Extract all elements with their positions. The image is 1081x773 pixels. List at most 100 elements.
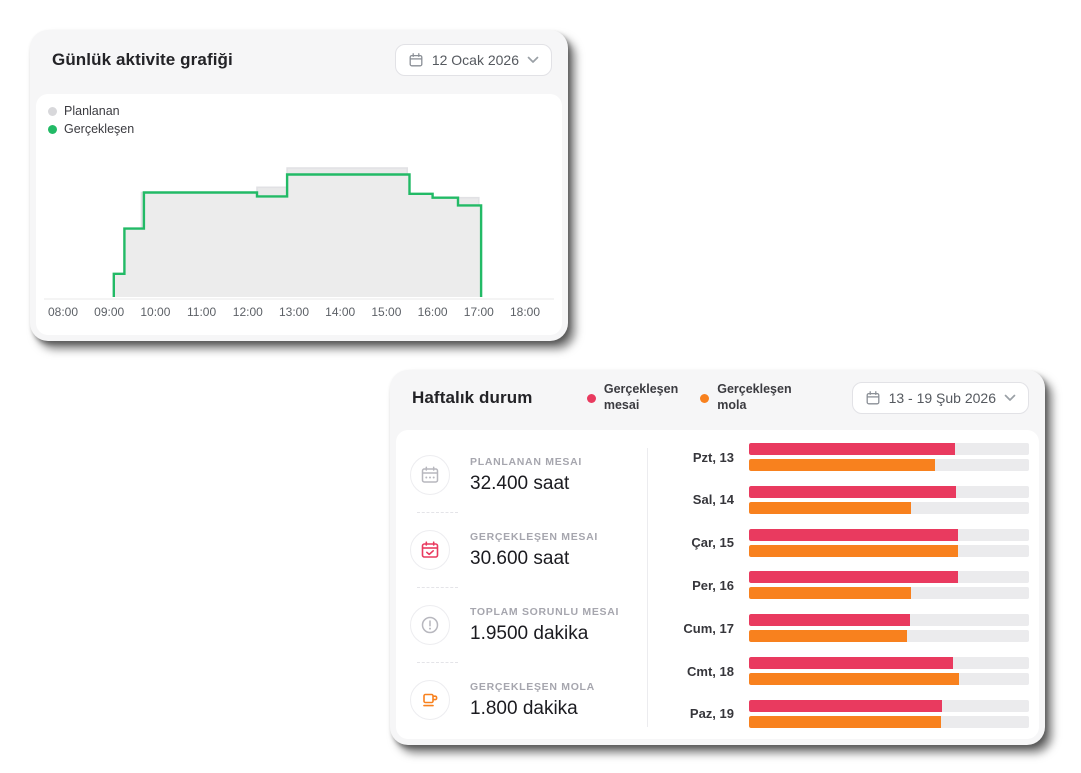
- stat-value: 1.800 dakika: [470, 697, 578, 719]
- calendar-icon: [866, 391, 880, 405]
- weekly-date-value: 13 - 19 Şub 2026: [888, 390, 996, 406]
- stat-value: 32.400 saat: [470, 472, 570, 494]
- bar-fill-Gerçekleşen mesai: [749, 657, 954, 670]
- calendar-check-icon: [421, 541, 439, 558]
- bar-fill-Gerçekleşen mola: [749, 673, 959, 686]
- x-axis-tick-label: 15:00: [371, 305, 401, 319]
- bar-pair: [749, 443, 1029, 471]
- bar-row: Per, 16: [654, 571, 1029, 600]
- x-axis-tick-label: 10:00: [140, 305, 170, 319]
- daily-activity-card: Günlük aktivite grafiği 12 Ocak 2026 Pla…: [30, 30, 568, 341]
- day-label: Per, 16: [692, 577, 734, 593]
- stat-divider: [417, 512, 458, 513]
- planned-legend-dot: [48, 106, 57, 116]
- stat-texts: GERÇEKLEŞEN MESAI 30.600 saat: [470, 531, 598, 570]
- series-line-Gerçekleşen: [112, 173, 483, 297]
- bar-row: Paz, 19: [654, 699, 1029, 728]
- bar-row: Sal, 14: [654, 485, 1029, 514]
- chevron-down-icon: [527, 56, 539, 63]
- calendar-icon: [409, 53, 423, 67]
- vertical-divider: [647, 448, 648, 727]
- chevron-down-icon: [1004, 394, 1016, 401]
- day-label: Çar, 15: [691, 535, 734, 551]
- weekly-date-picker[interactable]: 13 - 19 Şub 2026: [851, 382, 1029, 414]
- x-axis-tick-label: 08:00: [48, 305, 78, 319]
- bar-fill-Gerçekleşen mesai: [749, 699, 943, 712]
- bar-fill-Gerçekleşen mola: [749, 587, 912, 600]
- bar-pair: [749, 528, 1029, 557]
- bar-track-Gerçekleşen mesai: [749, 614, 1029, 627]
- x-axis-tick-label: 13:00: [279, 305, 309, 319]
- bar-row: Cum, 17: [654, 614, 1029, 643]
- daily-chart-panel: Planlanan Gerçekleşen 08:00 09:00 10:00 11:…: [36, 94, 562, 335]
- mesai-legend-dot: [586, 393, 596, 403]
- daily-card-title: Günlük aktivite grafiği: [52, 50, 233, 69]
- stat-item: GERÇEKLEŞEN MESAI 30.600 saat: [410, 519, 647, 581]
- x-axis-tick-label: 11:00: [187, 305, 216, 319]
- stat-texts: PLANLANAN MESAI 32.400 saat: [470, 456, 582, 495]
- legend-item-planned: Planlanan: [48, 104, 134, 118]
- legend-item-actual: Gerçekleşen: [48, 122, 134, 136]
- daily-chart-legend: Planlanan Gerçekleşen: [48, 104, 134, 140]
- stat-value: 1.9500 dakika: [470, 622, 589, 644]
- actual-legend-label: Gerçekleşen: [64, 122, 135, 136]
- stat-divider: [417, 662, 458, 663]
- bar-track-Gerçekleşen mesai: [749, 485, 1029, 498]
- stat-divider: [417, 587, 458, 588]
- weekly-card-header: Haftalık durum Gerçekleşen mesai Gerçekl…: [390, 370, 1045, 426]
- weekly-card-title: Haftalık durum: [412, 388, 533, 407]
- bar-track-Gerçekleşen mola: [749, 673, 1029, 686]
- bar-row: Cmt, 18: [654, 657, 1029, 686]
- bar-track-Gerçekleşen mola: [749, 501, 1029, 514]
- weekly-content-panel: PLANLANAN MESAI 32.400 saat GERÇEKLEŞEN …: [396, 430, 1039, 739]
- bar-fill-Gerçekleşen mola: [749, 544, 958, 557]
- bar-pair: [749, 699, 1029, 728]
- bar-fill-Gerçekleşen mesai: [749, 443, 955, 455]
- stat-texts: TOPLAM SORUNLU MESAI 1.9500 dakika: [470, 606, 619, 645]
- legend-item-mola: Gerçekleşen mola: [700, 382, 792, 413]
- weekly-bars-column: Pzt, 13 Sal, 14 Çar, 15 Per, 16 Cum, 17 Cmt, …: [648, 430, 1039, 739]
- bar-fill-Gerçekleşen mesai: [749, 528, 958, 541]
- stat-value: 30.600 saat: [470, 547, 570, 569]
- bar-track-Gerçekleşen mola: [749, 630, 1029, 643]
- stat-icon-circle: [410, 455, 450, 495]
- bar-track-Gerçekleşen mesai: [749, 528, 1029, 541]
- bar-fill-Gerçekleşen mola: [749, 459, 936, 471]
- planned-legend-label: Planlanan: [64, 104, 120, 118]
- x-axis-tick-label: 18:00: [510, 305, 540, 319]
- day-label: Cmt, 18: [687, 663, 734, 679]
- calendar-planned-icon: [421, 466, 439, 483]
- bar-track-Gerçekleşen mola: [749, 544, 1029, 557]
- coffee-cup-icon: [423, 693, 438, 707]
- x-axis-tick-label: 09:00: [94, 305, 124, 319]
- x-axis-tick-label: 16:00: [418, 305, 448, 319]
- daily-date-value: 12 Ocak 2026: [431, 52, 519, 68]
- mesai-legend-label: Gerçekleşen mesai: [603, 382, 679, 412]
- bar-pair: [749, 657, 1029, 686]
- bar-track-Gerçekleşen mola: [749, 715, 1029, 728]
- stat-label: GERÇEKLEŞEN MESAI: [470, 530, 598, 543]
- bar-track-Gerçekleşen mola: [749, 459, 1029, 471]
- mola-legend-dot: [700, 393, 710, 403]
- stat-icon-circle: [410, 530, 450, 570]
- stat-item: TOPLAM SORUNLU MESAI 1.9500 dakika: [410, 594, 647, 656]
- bar-fill-Gerçekleşen mesai: [749, 571, 958, 584]
- day-label: Cum, 17: [683, 620, 734, 636]
- stat-texts: GERÇEKLEŞEN MOLA 1.800 dakika: [470, 681, 595, 720]
- daily-date-picker[interactable]: 12 Ocak 2026: [394, 44, 552, 76]
- day-label: Sal, 14: [692, 492, 734, 508]
- stat-label: PLANLANAN MESAI: [470, 455, 582, 468]
- stat-icon-circle: [410, 605, 450, 645]
- x-axis-tick-label: 17:00: [464, 305, 494, 319]
- alert-circle-icon: [421, 616, 439, 634]
- bar-fill-Gerçekleşen mesai: [749, 614, 910, 627]
- bar-pair: [749, 485, 1029, 514]
- weekly-stats-column: PLANLANAN MESAI 32.400 saat GERÇEKLEŞEN …: [396, 430, 647, 739]
- bar-fill-Gerçekleşen mesai: [749, 485, 957, 498]
- legend-item-mesai: Gerçekleşen mesai: [586, 382, 679, 413]
- bar-track-Gerçekleşen mesai: [749, 443, 1029, 455]
- stat-label: TOPLAM SORUNLU MESAI: [470, 605, 620, 618]
- x-axis-tick-label: 14:00: [325, 305, 355, 319]
- mola-legend-label: Gerçekleşen mola: [717, 382, 792, 412]
- stat-icon-circle: [410, 680, 450, 720]
